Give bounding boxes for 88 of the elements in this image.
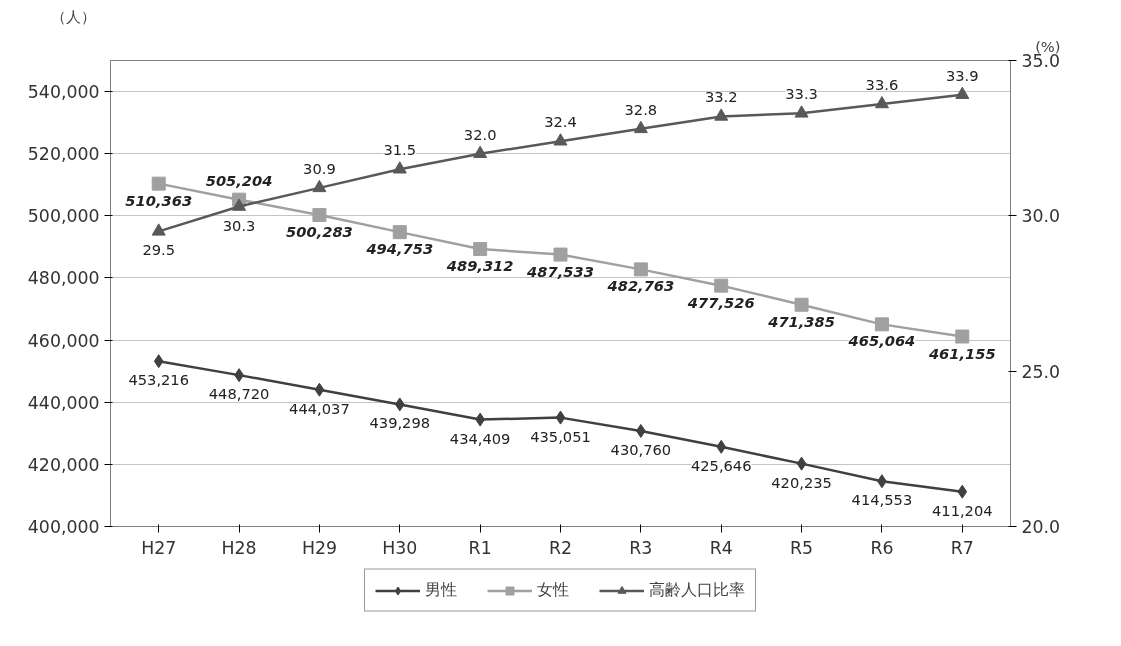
- x-tick-label: R4: [709, 537, 733, 558]
- data-label: 420,235: [771, 473, 832, 491]
- point: [473, 242, 488, 257]
- x-tick-label: R6: [870, 537, 894, 558]
- x-tick-label: R3: [629, 537, 653, 558]
- data-label: 32.4: [544, 113, 577, 131]
- data-label: 489,312: [445, 257, 514, 275]
- point: [714, 278, 729, 293]
- data-label: 31.5: [383, 141, 417, 159]
- legend-label: 女性: [537, 579, 569, 601]
- data-label: 32.8: [624, 100, 658, 118]
- x-tick-label: H27: [141, 537, 177, 558]
- y-tick-label: 520,000: [27, 144, 100, 165]
- point: [633, 120, 648, 134]
- data-label: 33.9: [945, 66, 979, 84]
- point: [314, 382, 325, 397]
- x-tick-label: R5: [790, 537, 814, 558]
- point: [473, 145, 488, 158]
- point: [955, 329, 970, 344]
- point: [392, 225, 407, 240]
- point: [312, 207, 327, 222]
- data-label: 482,763: [606, 277, 675, 295]
- data-label: 434,409: [449, 429, 511, 447]
- data-label: 494,753: [365, 240, 434, 258]
- point: [553, 133, 568, 146]
- x-tick-label: H28: [221, 537, 257, 558]
- legend-label: 男性: [425, 579, 457, 601]
- y-tick-label: 500,000: [27, 206, 100, 227]
- data-label: 33.6: [865, 75, 899, 93]
- y-tick-label: 460,000: [27, 330, 100, 351]
- data-label: 32.0: [463, 125, 497, 143]
- data-label: 435,051: [530, 427, 591, 445]
- x-tick-label: R1: [468, 537, 492, 558]
- point: [796, 456, 807, 471]
- y-tick-label: 440,000: [27, 392, 100, 413]
- data-label: 439,298: [369, 414, 431, 432]
- y2-tick-label: 20.0: [1021, 517, 1061, 537]
- y-tick-label: 400,000: [27, 517, 100, 537]
- data-label: 30.9: [303, 159, 336, 177]
- data-label: 505,204: [205, 171, 273, 189]
- point: [714, 108, 729, 121]
- point: [153, 354, 164, 369]
- data-label: 29.5: [142, 241, 176, 259]
- data-label: 33.3: [785, 85, 818, 103]
- data-label: 33.2: [704, 88, 738, 106]
- data-label: 461,155: [927, 344, 996, 362]
- point: [394, 397, 405, 412]
- data-label: 444,037: [289, 399, 350, 417]
- y-tick-label: 480,000: [27, 268, 100, 289]
- point: [794, 297, 809, 312]
- y2-tick-label: 25.0: [1021, 361, 1061, 382]
- data-label: 425,646: [690, 456, 752, 474]
- data-label: 465,064: [847, 332, 916, 350]
- x-tick-label: R2: [548, 537, 573, 558]
- point: [874, 317, 889, 332]
- x-tick-label: H30: [382, 537, 418, 558]
- point: [794, 105, 809, 118]
- point: [633, 262, 648, 277]
- y-axis-title: （人）: [50, 7, 96, 25]
- data-label: 411,204: [931, 501, 993, 519]
- x-tick-label: H29: [301, 537, 337, 558]
- y-tick-label: 540,000: [27, 82, 100, 103]
- point: [151, 176, 166, 191]
- legend-label: 高齢人口比率: [649, 579, 745, 601]
- point: [151, 223, 166, 236]
- y-tick-label: 420,000: [27, 454, 100, 475]
- point: [716, 439, 727, 454]
- point: [312, 179, 327, 193]
- point: [555, 410, 566, 425]
- data-label: 500,283: [286, 222, 353, 240]
- data-label: 414,553: [851, 491, 913, 509]
- y2-tick-label: 30.0: [1021, 206, 1061, 227]
- point: [553, 247, 568, 262]
- data-label: 453,216: [128, 371, 190, 389]
- x-tick-label: R7: [950, 537, 974, 558]
- point: [955, 86, 970, 99]
- data-label: 487,533: [526, 262, 594, 280]
- data-label: 448,720: [208, 385, 270, 403]
- data-label: 477,526: [686, 293, 755, 311]
- point: [957, 484, 968, 499]
- point: [874, 95, 889, 109]
- data-label: 510,363: [125, 191, 193, 209]
- y2-axis-title: (%): [1035, 37, 1061, 55]
- data-label: 430,760: [610, 440, 672, 458]
- data-label: 30.3: [222, 216, 256, 234]
- point: [392, 161, 407, 174]
- data-label: 471,385: [767, 312, 835, 330]
- point: [232, 198, 247, 211]
